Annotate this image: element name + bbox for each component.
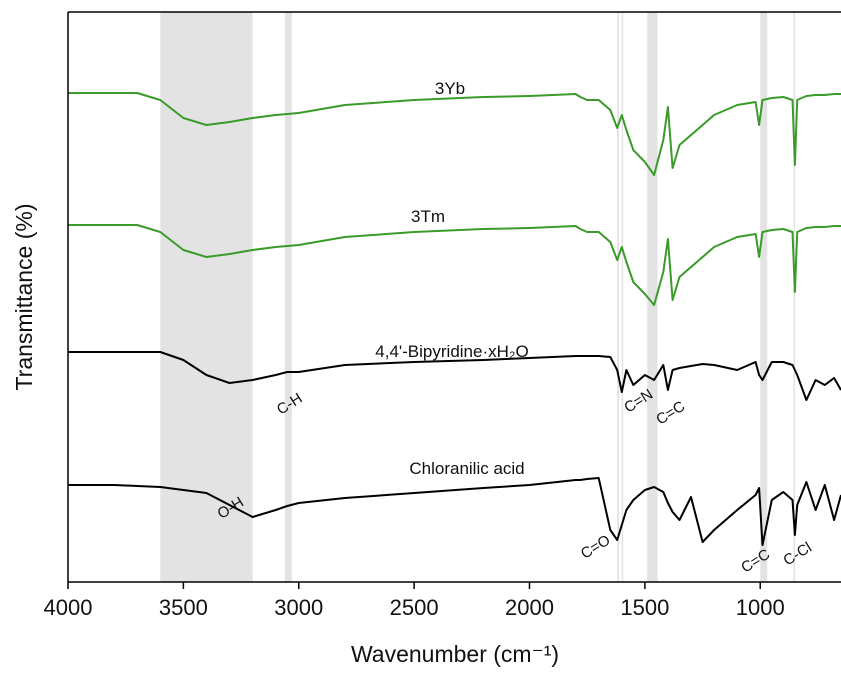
shaded-band [647, 12, 658, 582]
series-label: 3Yb [435, 79, 465, 98]
axes: 4000 3500 3000 2500 2000 1500 1000 [44, 11, 841, 620]
x-tick-label: 3000 [274, 595, 323, 620]
x-tick-label: 1000 [736, 595, 785, 620]
spectrum-line [68, 92, 841, 176]
series-label: 4,4'-Bipyridine·xH₂O [375, 342, 528, 361]
peak-annotation: C=C [738, 546, 773, 577]
spectrum-line [68, 224, 841, 306]
shaded-band [160, 12, 253, 582]
x-axis-title: Wavenumber (cm⁻¹) [351, 641, 559, 667]
x-tick-label: 1500 [620, 595, 669, 620]
shaded-band [284, 12, 292, 582]
peak-annotation: C-H [274, 390, 306, 419]
lines [68, 92, 841, 546]
x-tick-label: 3500 [159, 595, 208, 620]
spectrum-line [68, 477, 841, 546]
peak-annotation: C=C [653, 398, 688, 429]
shaded-band [760, 12, 768, 582]
peak-annotation: C-Cl [780, 539, 814, 569]
bands [160, 12, 796, 582]
x-tick-label: 2000 [505, 595, 554, 620]
shaded-band [617, 12, 620, 582]
peak-annotation: C=O [578, 532, 614, 563]
shaded-band [621, 12, 624, 582]
series-label: 3Tm [411, 207, 445, 226]
y-axis-title: Transmittance (%) [11, 203, 37, 390]
spectrum-line [68, 351, 841, 401]
shaded-band [793, 12, 796, 582]
x-tick-label: 2500 [390, 595, 439, 620]
x-tick-label: 4000 [44, 595, 93, 620]
series-label: Chloranilic acid [409, 459, 524, 478]
